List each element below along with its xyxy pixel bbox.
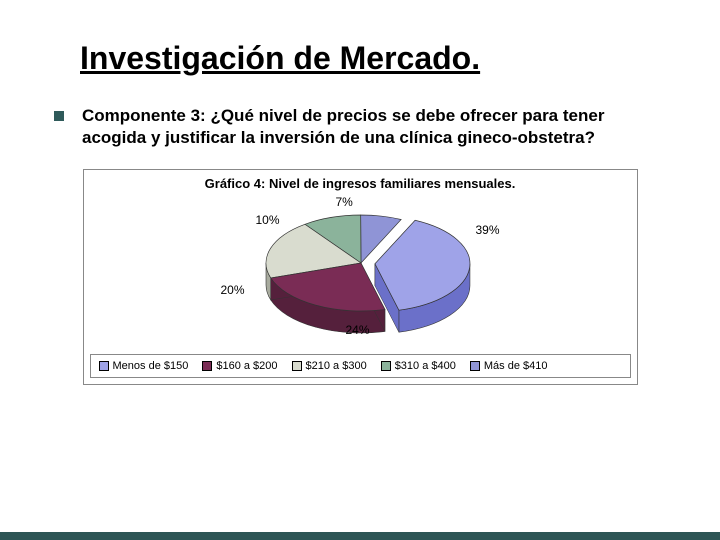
legend-item-3: $310 a $400 <box>381 360 456 372</box>
chart-container: Gráfico 4: Nivel de ingresos familiares … <box>83 169 638 385</box>
legend-swatch-icon <box>381 361 391 371</box>
legend-label: Más de $410 <box>484 360 548 372</box>
legend-box: Menos de $150 $160 a $200 $210 a $300 $310 … <box>90 354 631 378</box>
page-title: Investigación de Mercado. <box>80 40 670 77</box>
legend-label: $310 a $400 <box>395 360 456 372</box>
legend-item-4: Más de $410 <box>470 360 548 372</box>
slide: Investigación de Mercado. Componente 3: … <box>0 0 720 540</box>
legend-swatch-icon <box>202 361 212 371</box>
body-row: Componente 3: ¿Qué nivel de precios se d… <box>50 105 670 149</box>
body-text: Componente 3: ¿Qué nivel de precios se d… <box>82 105 670 149</box>
legend-label: Menos de $150 <box>113 360 189 372</box>
chart-title: Gráfico 4: Nivel de ingresos familiares … <box>84 170 637 193</box>
slice-label-4: 7% <box>336 195 353 209</box>
legend-swatch-icon <box>99 361 109 371</box>
legend-label: $160 a $200 <box>216 360 277 372</box>
footer-stripe <box>0 532 720 540</box>
bullet-icon <box>54 111 64 121</box>
legend-label: $210 a $300 <box>306 360 367 372</box>
legend-swatch-icon <box>470 361 480 371</box>
legend-item-0: Menos de $150 <box>99 360 189 372</box>
chart-area: 39% 24% 20% 10% 7% <box>84 193 637 348</box>
slice-label-2: 20% <box>221 283 245 297</box>
legend-item-1: $160 a $200 <box>202 360 277 372</box>
slice-label-1: 24% <box>346 323 370 337</box>
slice-label-3: 10% <box>256 213 280 227</box>
legend-swatch-icon <box>292 361 302 371</box>
slice-label-0: 39% <box>476 223 500 237</box>
legend-item-2: $210 a $300 <box>292 360 367 372</box>
